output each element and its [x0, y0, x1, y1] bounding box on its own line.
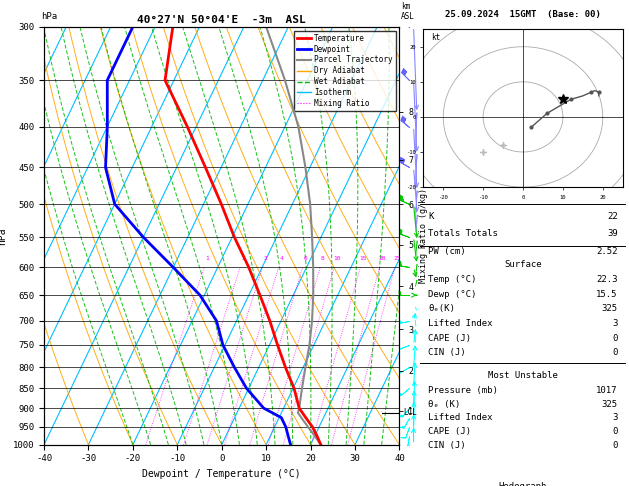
Text: CAPE (J): CAPE (J): [428, 427, 471, 436]
Text: 39: 39: [607, 229, 618, 238]
Text: km
ASL: km ASL: [401, 2, 415, 21]
Text: Hodograph: Hodograph: [499, 482, 547, 486]
Text: 0: 0: [612, 427, 618, 436]
Text: Lifted Index: Lifted Index: [428, 414, 493, 422]
Text: 20: 20: [378, 256, 386, 261]
Text: Temp (°C): Temp (°C): [428, 275, 477, 284]
Text: 1017: 1017: [596, 386, 618, 395]
Text: 22.3: 22.3: [596, 275, 618, 284]
Text: Totals Totals: Totals Totals: [428, 229, 498, 238]
Text: 25: 25: [394, 256, 401, 261]
Text: 0: 0: [612, 441, 618, 450]
Text: 4: 4: [279, 256, 283, 261]
Text: 3: 3: [612, 414, 618, 422]
Text: CAPE (J): CAPE (J): [428, 333, 471, 343]
Text: 10: 10: [333, 256, 340, 261]
Text: Most Unstable: Most Unstable: [488, 371, 558, 380]
Text: 8: 8: [321, 256, 325, 261]
Text: 0: 0: [612, 348, 618, 357]
Y-axis label: Mixing Ratio (g/kg): Mixing Ratio (g/kg): [419, 188, 428, 283]
Text: Lifted Index: Lifted Index: [428, 319, 493, 328]
Y-axis label: hPa: hPa: [0, 227, 8, 244]
Text: hPa: hPa: [41, 12, 57, 21]
Text: LCL: LCL: [403, 408, 417, 417]
Text: CIN (J): CIN (J): [428, 348, 466, 357]
Text: θₑ (K): θₑ (K): [428, 399, 460, 409]
Text: 15: 15: [359, 256, 367, 261]
Text: 2.52: 2.52: [596, 247, 618, 256]
Text: 0: 0: [612, 333, 618, 343]
Text: 3: 3: [612, 319, 618, 328]
Text: 325: 325: [601, 304, 618, 313]
Text: 2: 2: [241, 256, 245, 261]
Text: 3: 3: [264, 256, 267, 261]
Text: Surface: Surface: [504, 260, 542, 269]
Text: CIN (J): CIN (J): [428, 441, 466, 450]
Text: 325: 325: [601, 399, 618, 409]
Text: 25.09.2024  15GMT  (Base: 00): 25.09.2024 15GMT (Base: 00): [445, 10, 601, 19]
Text: 6: 6: [303, 256, 307, 261]
Title: 40°27'N 50°04'E  -3m  ASL: 40°27'N 50°04'E -3m ASL: [137, 15, 306, 25]
Text: kt: kt: [431, 33, 440, 42]
Text: Pressure (mb): Pressure (mb): [428, 386, 498, 395]
Text: 1: 1: [205, 256, 209, 261]
Text: Dewp (°C): Dewp (°C): [428, 290, 477, 299]
Text: PW (cm): PW (cm): [428, 247, 466, 256]
X-axis label: Dewpoint / Temperature (°C): Dewpoint / Temperature (°C): [142, 469, 301, 479]
Text: 22: 22: [607, 212, 618, 222]
Text: θₑ(K): θₑ(K): [428, 304, 455, 313]
Text: 15.5: 15.5: [596, 290, 618, 299]
Legend: Temperature, Dewpoint, Parcel Trajectory, Dry Adiabat, Wet Adiabat, Isotherm, Mi: Temperature, Dewpoint, Parcel Trajectory…: [294, 31, 396, 111]
Text: K: K: [428, 212, 434, 222]
